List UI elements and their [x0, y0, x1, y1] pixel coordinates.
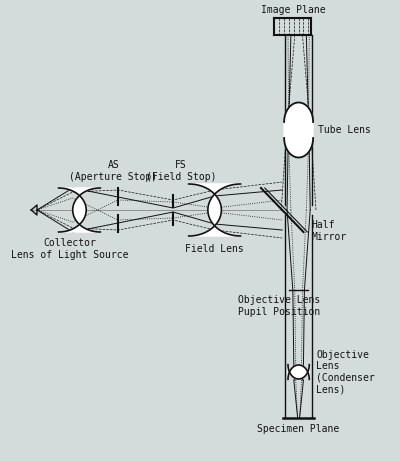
- Text: Objective
Lens
(Condenser
Lens): Objective Lens (Condenser Lens): [316, 349, 375, 395]
- Text: AS
(Aperture Stop): AS (Aperture Stop): [69, 160, 157, 182]
- Text: Half
Mirror: Half Mirror: [311, 220, 346, 242]
- Polygon shape: [284, 102, 313, 158]
- Polygon shape: [58, 188, 100, 232]
- Text: Specimen Plane: Specimen Plane: [258, 424, 340, 434]
- Text: Objective Lens
Pupil Position: Objective Lens Pupil Position: [238, 295, 320, 317]
- Polygon shape: [288, 365, 309, 379]
- Text: Field Lens: Field Lens: [185, 244, 244, 254]
- Text: FS
(Field Stop): FS (Field Stop): [146, 160, 216, 182]
- Text: Image Plane: Image Plane: [260, 5, 325, 15]
- Text: Collector
Lens of Light Source: Collector Lens of Light Source: [11, 238, 128, 260]
- Text: Tube Lens: Tube Lens: [318, 125, 371, 135]
- Polygon shape: [189, 184, 240, 236]
